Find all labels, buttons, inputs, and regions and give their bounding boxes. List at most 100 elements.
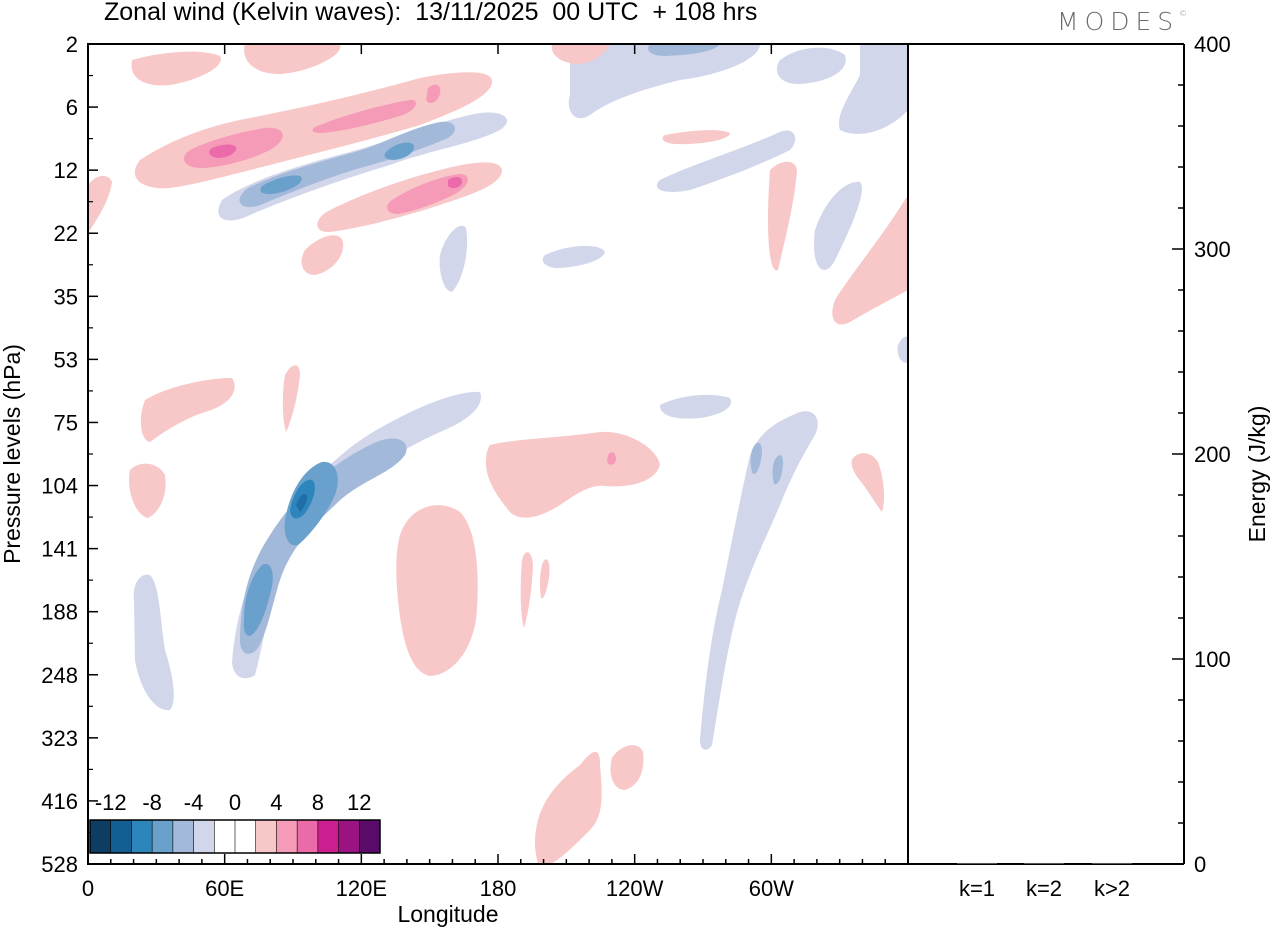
energy-y-tick-label: 300 (1194, 237, 1231, 262)
chart-title: Zonal wind (Kelvin waves): 13/11/2025 00… (104, 0, 758, 26)
energy-category-label: k=2 (1026, 876, 1062, 901)
contour-positive (282, 365, 300, 432)
contour-positive (426, 84, 441, 104)
contour-negative (568, 44, 760, 119)
contour-negative (260, 175, 302, 194)
colorbar-swatch (214, 820, 236, 853)
energy-category-label: k>2 (1094, 876, 1130, 901)
colorbar-label: -12 (95, 790, 127, 815)
x-tick-label: 180 (480, 876, 517, 901)
colorbar-label: 12 (347, 790, 371, 815)
modes-logo: MODES© (1057, 7, 1188, 36)
contour-positive (551, 44, 610, 65)
y-tick-label: 2 (66, 32, 78, 57)
contour-positive (140, 378, 235, 442)
contour-negative (648, 44, 720, 56)
contour-positive (539, 559, 550, 599)
colorbar-swatch (359, 820, 381, 853)
contour-positive (209, 144, 237, 158)
contour-positive (131, 51, 221, 86)
y-tick-label: 6 (66, 95, 78, 120)
y-tick-label: 141 (41, 537, 78, 562)
x-tick-label: 0 (82, 876, 94, 901)
x-tick-label: 60E (205, 876, 244, 901)
contour-positive (396, 505, 478, 676)
colorbar-label: -8 (142, 790, 162, 815)
colorbar-swatch (276, 820, 298, 853)
contour-positive (520, 552, 533, 628)
contour-positive (301, 235, 344, 275)
contour-negative (656, 130, 796, 192)
contour-negative (897, 336, 908, 363)
y-tick-label: 188 (41, 600, 78, 625)
y-tick-label: 12 (54, 158, 78, 183)
y-tick-label: 35 (54, 284, 78, 309)
contour-positive (534, 751, 602, 864)
contour-negative (776, 47, 846, 85)
contour-positive (767, 161, 797, 271)
y-tick-label: 53 (54, 347, 78, 372)
y-tick-label: 323 (41, 726, 78, 751)
x-tick-label: 60W (749, 876, 794, 901)
energy-y-tick-label: 0 (1194, 852, 1206, 877)
contour-positive (129, 463, 166, 518)
contour-negative (750, 442, 762, 475)
contour-negative (839, 44, 908, 134)
colorbar-label: 0 (229, 790, 241, 815)
x-tick-label: 120W (606, 876, 664, 901)
energy-axis-label: Energy (J/kg) (1244, 406, 1270, 543)
x-axis-label: Longitude (397, 901, 498, 927)
contour-negative (814, 181, 862, 270)
x-tick-label: 120E (336, 876, 387, 901)
colorbar-swatch (338, 820, 360, 853)
energy-bar (1024, 862, 1064, 864)
contour-positive (662, 130, 730, 145)
colorbar-swatch (152, 820, 174, 853)
contour-negative (439, 225, 468, 292)
y-tick-label: 75 (54, 410, 78, 435)
contour-negative (700, 411, 818, 750)
colorbar-swatch (193, 820, 215, 853)
contour-positive (387, 174, 468, 214)
colorbar-label: 8 (312, 790, 324, 815)
contour-negative (133, 574, 174, 711)
main-plot-axes: 0 60E 120E 180 120W 60W Longitude 2 6 12 22 35 53 75 1… (0, 32, 909, 927)
colorbar-swatch (172, 820, 194, 853)
energy-y-tick-label: 100 (1194, 647, 1231, 672)
y-tick-label: 104 (41, 474, 78, 499)
contour-negative (296, 494, 308, 512)
energy-bar (1092, 862, 1132, 864)
colorbar-swatch (90, 820, 112, 853)
contour-positive (244, 44, 341, 75)
contour-positive (312, 99, 416, 133)
energy-y-tick-label: 200 (1194, 442, 1231, 467)
colorbar: -12 -8 -4 0 4 8 12 (89, 790, 381, 854)
contour-negative (772, 455, 784, 485)
contour-negative (253, 582, 263, 605)
contour-positive (485, 431, 660, 518)
contour-negative (542, 245, 605, 268)
colorbar-swatch (297, 820, 319, 853)
colorbar-swatch (317, 820, 339, 853)
colorbar-swatch (110, 820, 132, 853)
energy-plot-axes: 0 100 200 300 400 Energy (J/kg) k=1 k=2 k>2 (908, 32, 1270, 901)
contour-positive (88, 175, 112, 230)
y-tick-label: 416 (41, 789, 78, 814)
y-tick-label: 528 (41, 852, 78, 877)
energy-y-tick-label: 400 (1194, 32, 1231, 57)
colorbar-swatch (131, 820, 153, 853)
contour-positive (832, 195, 908, 325)
contour-positive (607, 452, 616, 465)
colorbar-label: 4 (270, 790, 282, 815)
contour-negative (284, 461, 338, 546)
y-tick-label: 22 (54, 221, 78, 246)
colorbar-label: -4 (184, 790, 204, 815)
colorbar-swatch (235, 820, 257, 853)
contour-field (88, 44, 908, 864)
contour-positive (448, 176, 463, 189)
y-tick-label: 248 (41, 663, 78, 688)
colorbar-swatch (255, 820, 277, 853)
contour-positive (610, 745, 644, 790)
